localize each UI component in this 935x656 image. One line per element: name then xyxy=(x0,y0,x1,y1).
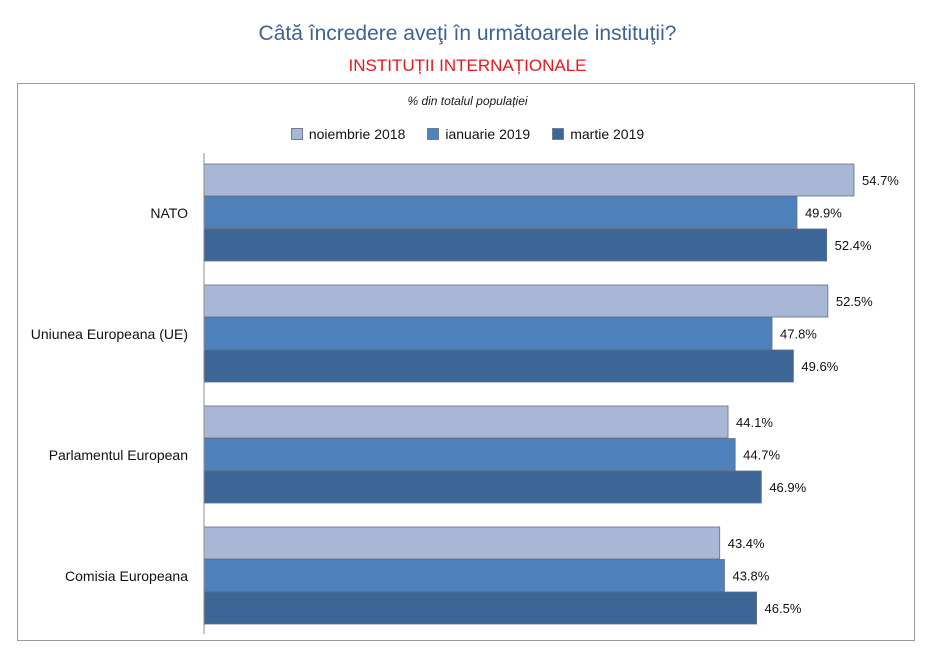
bar-comisia-europeana-ianuarie-2019 xyxy=(203,559,725,592)
value-label-parlamentul-european-ianuarie-2019: 44.7% xyxy=(743,448,780,463)
bar-parlamentul-european-martie-2019 xyxy=(203,470,762,504)
legend-item-ianuarie-2019: ianuarie 2019 xyxy=(427,126,530,142)
legend-swatch-ianuarie-2019 xyxy=(427,128,440,140)
value-label-nato-noiembrie-2018: 54.7% xyxy=(862,173,899,188)
legend-label-ianuarie-2019: ianuarie 2019 xyxy=(445,126,531,142)
bar-nato-noiembrie-2018 xyxy=(203,163,855,197)
chart-frame xyxy=(17,83,915,641)
value-label-nato-ianuarie-2019: 49.9% xyxy=(805,206,842,221)
category-label-comisia-europeana: Comisia Europeana xyxy=(65,568,188,584)
legend-label-martie-2019: martie 2019 xyxy=(570,126,645,142)
legend-item-noiembrie-2018: noiembrie 2018 xyxy=(290,126,406,142)
value-label-comisia-europeana-noiembrie-2018: 43.4% xyxy=(728,536,765,551)
value-label-nato-martie-2019: 52.4% xyxy=(835,238,872,253)
category-label-parlamentul-european: Parlamentul European xyxy=(49,447,188,463)
value-label-uniunea-europeana-ue-ianuarie-2019: 47.8% xyxy=(780,327,817,342)
category-label-nato: NATO xyxy=(150,205,188,221)
bar-parlamentul-european-ianuarie-2019 xyxy=(203,438,736,471)
legend-item-martie-2019: martie 2019 xyxy=(552,126,644,142)
legend-label-noiembrie-2018: noiembrie 2018 xyxy=(308,126,406,142)
chart-note: % din totalul populației xyxy=(407,94,528,108)
chart-legend: noiembrie 2018 ianuarie 2019 martie 2019 xyxy=(0,126,935,142)
bar-comisia-europeana-martie-2019 xyxy=(203,591,757,625)
legend-swatch-noiembrie-2018 xyxy=(290,128,303,140)
value-label-uniunea-europeana-ue-martie-2019: 49.6% xyxy=(801,359,838,374)
legend-swatch-martie-2019 xyxy=(552,128,565,140)
bar-comisia-europeana-noiembrie-2018 xyxy=(203,526,721,560)
category-label-uniunea-europeana-ue: Uniunea Europeana (UE) xyxy=(31,326,188,342)
value-label-comisia-europeana-ianuarie-2019: 43.8% xyxy=(732,569,769,584)
bar-nato-ianuarie-2019 xyxy=(203,196,798,229)
bar-uniunea-europeana-ue-ianuarie-2019 xyxy=(203,317,773,350)
value-label-uniunea-europeana-ue-noiembrie-2018: 52.5% xyxy=(836,294,873,309)
chart-subtitle: INSTITUȚII INTERNAȚIONALE xyxy=(348,56,587,75)
bar-uniunea-europeana-ue-noiembrie-2018 xyxy=(203,284,829,318)
bar-uniunea-europeana-ue-martie-2019 xyxy=(203,349,794,383)
chart-title: Câtă încredere aveţi în următoarele inst… xyxy=(258,22,677,45)
bar-parlamentul-european-noiembrie-2018 xyxy=(203,405,729,439)
value-label-comisia-europeana-martie-2019: 46.5% xyxy=(765,601,802,616)
bar-nato-martie-2019 xyxy=(203,228,828,262)
value-label-parlamentul-european-noiembrie-2018: 44.1% xyxy=(736,415,773,430)
value-label-parlamentul-european-martie-2019: 46.9% xyxy=(769,480,806,495)
